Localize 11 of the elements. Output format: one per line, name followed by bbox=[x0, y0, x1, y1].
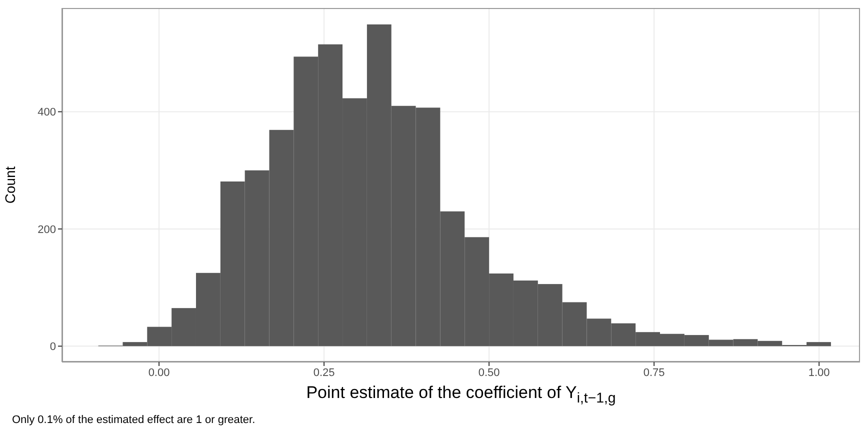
x-tick-label: 0.75 bbox=[643, 366, 665, 379]
y-tick-label: 0 bbox=[50, 341, 56, 354]
x-tick-label: 0.25 bbox=[313, 366, 335, 379]
text: Only 0.1% of the estimated effect are 1 or greater. bbox=[12, 414, 256, 426]
x-axis-title: Point estimate of the coefficient of Y$_{i,t−1,g}$ bbox=[305, 383, 617, 406]
y-tick-label: 400 bbox=[38, 106, 56, 119]
y-axis-title: Count bbox=[2, 166, 18, 204]
x-tick-label: 0.00 bbox=[148, 366, 170, 379]
y-tick-label: 200 bbox=[38, 224, 56, 236]
x-tick-label: 0.50 bbox=[478, 366, 500, 379]
x-tick-label: 1.00 bbox=[808, 366, 830, 379]
